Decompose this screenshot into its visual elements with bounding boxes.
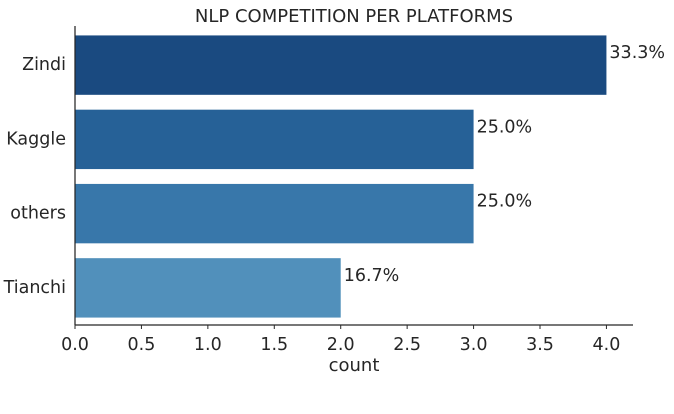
x-tick-label: 3.0 [460,335,488,355]
x-tick-label: 2.0 [327,335,355,355]
bars-layer: 33.3% 25.0% 25.0% 16.7% [75,35,665,318]
x-axis-label: count [329,355,380,376]
y-tick-label: Zindi [22,55,66,75]
x-tick-label: 2.5 [393,335,421,355]
x-tick-label: 4.0 [593,335,621,355]
data-label-others: 25.0% [477,192,533,212]
bar-zindi [75,35,607,95]
data-label-kaggle: 25.0% [477,117,533,137]
y-tick-label: others [10,204,66,224]
bar-tianchi [75,258,341,318]
x-tick-label: 1.0 [194,335,222,355]
y-tick-label: Kaggle [6,129,66,149]
y-tick-label: Tianchi [3,278,66,298]
bar-kaggle [75,109,474,170]
chart-title: NLP COMPETITION PER PLATFORMS [195,6,513,27]
bar-others [75,183,474,244]
x-tick-label: 3.5 [526,335,554,355]
x-tick-label: 0.5 [128,335,156,355]
data-label-zindi: 33.3% [609,43,665,63]
data-label-tianchi: 16.7% [344,266,400,286]
x-tick-label: 0.0 [61,335,89,355]
axes-layer: Zindi Kaggle others Tianchi 0.0 0.5 1.0 1.5 2.0 2… [3,26,633,355]
x-tick-label: 1.5 [260,335,288,355]
